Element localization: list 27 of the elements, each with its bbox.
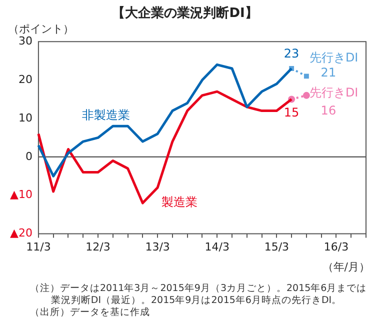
data-label: 21 [320,65,336,80]
x-tick-label: 12/3 [86,240,110,254]
point [302,92,310,99]
x-tick-label: 11/3 [26,240,51,254]
x-tick-label: 15/3 [264,240,290,254]
x-tick-label: 14/3 [204,240,230,254]
y-tick-label: ▲10 [10,188,32,202]
text: （注）データは2011年3月～2015年9月（3カ月ごと）。2015年6月までは業況判断DI（最近）。2015年9月は2015年6月時点の先行きDI。 [30,283,368,307]
y-tick-label: ▲20 [10,226,32,240]
x-tick-label: 16/3 [324,240,349,254]
y-tick-label: 0 [25,150,32,163]
series-label: 非製造業 [82,108,130,122]
data-label: 16 [320,104,336,118]
series-label: 先行きDI [309,50,358,64]
x-axis-title: （年/月） [322,260,370,274]
point [304,74,309,79]
chart-title: 【大企業の業況判断DI】 [112,5,258,22]
data-label: 15 [284,105,300,120]
text: （出所）データを基に作成 [30,307,151,319]
series-label: 製造業 [161,195,198,210]
series-label: 先行きDI [309,86,358,100]
y-tick-label: 10 [18,111,32,124]
data-label: 23 [284,46,300,61]
y-tick-label: 20 [18,72,32,86]
y-axis-title: （ポイント） [8,22,74,36]
y-tick-label: 30 [18,34,32,48]
x-tick-label: 13/3 [145,240,170,254]
